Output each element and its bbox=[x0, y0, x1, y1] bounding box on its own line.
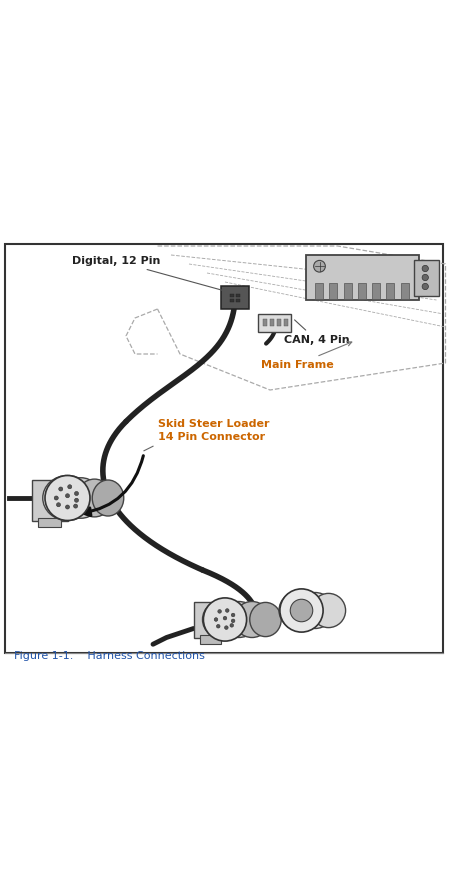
Text: CAN, 4 Pin: CAN, 4 Pin bbox=[284, 320, 349, 345]
FancyBboxPatch shape bbox=[414, 259, 439, 296]
FancyBboxPatch shape bbox=[194, 601, 225, 638]
Circle shape bbox=[223, 616, 227, 620]
Ellipse shape bbox=[202, 599, 248, 639]
Bar bbox=[284, 320, 288, 326]
Circle shape bbox=[280, 589, 323, 632]
FancyArrowPatch shape bbox=[83, 456, 144, 516]
Ellipse shape bbox=[92, 480, 124, 516]
Circle shape bbox=[290, 599, 313, 622]
Bar bbox=[277, 320, 281, 326]
Bar bbox=[270, 320, 274, 326]
Bar bbox=[230, 294, 234, 297]
Bar bbox=[329, 283, 338, 299]
Circle shape bbox=[422, 274, 428, 281]
Circle shape bbox=[214, 618, 218, 622]
FancyBboxPatch shape bbox=[221, 286, 249, 309]
Circle shape bbox=[68, 485, 72, 488]
FancyBboxPatch shape bbox=[32, 480, 68, 520]
Ellipse shape bbox=[250, 602, 281, 637]
Bar bbox=[372, 283, 380, 299]
Circle shape bbox=[45, 475, 90, 520]
FancyBboxPatch shape bbox=[258, 314, 291, 331]
Bar bbox=[236, 299, 240, 302]
Ellipse shape bbox=[311, 593, 346, 628]
FancyBboxPatch shape bbox=[200, 635, 220, 645]
Bar bbox=[343, 283, 351, 299]
Bar bbox=[315, 283, 323, 299]
Circle shape bbox=[66, 494, 70, 498]
Circle shape bbox=[422, 283, 428, 289]
Ellipse shape bbox=[76, 480, 112, 517]
Text: Skid Steer Loader
14 Pin Connector: Skid Steer Loader 14 Pin Connector bbox=[158, 419, 269, 442]
Circle shape bbox=[230, 623, 234, 627]
Circle shape bbox=[58, 487, 63, 491]
Circle shape bbox=[74, 504, 78, 508]
Ellipse shape bbox=[234, 601, 270, 638]
Circle shape bbox=[225, 626, 228, 630]
Circle shape bbox=[225, 608, 229, 613]
Text: Main Frame: Main Frame bbox=[261, 342, 352, 369]
FancyBboxPatch shape bbox=[38, 519, 61, 527]
Bar bbox=[358, 283, 366, 299]
Circle shape bbox=[74, 498, 79, 503]
Ellipse shape bbox=[218, 601, 259, 638]
Bar bbox=[263, 320, 267, 326]
Circle shape bbox=[57, 503, 60, 507]
Text: Figure 1-1.    Harness Connections: Figure 1-1. Harness Connections bbox=[14, 651, 204, 661]
Bar bbox=[236, 294, 240, 297]
Ellipse shape bbox=[279, 591, 324, 630]
Circle shape bbox=[54, 496, 58, 500]
Circle shape bbox=[218, 609, 221, 614]
Circle shape bbox=[74, 491, 79, 496]
Circle shape bbox=[231, 614, 235, 617]
Bar bbox=[400, 283, 409, 299]
Circle shape bbox=[66, 505, 70, 509]
Circle shape bbox=[231, 619, 235, 622]
Ellipse shape bbox=[61, 478, 101, 519]
Circle shape bbox=[216, 624, 220, 628]
Bar bbox=[386, 283, 394, 299]
Circle shape bbox=[203, 598, 247, 641]
Circle shape bbox=[314, 260, 325, 272]
Bar bbox=[230, 299, 234, 302]
Ellipse shape bbox=[43, 475, 92, 520]
FancyBboxPatch shape bbox=[306, 255, 418, 300]
Text: Digital, 12 Pin: Digital, 12 Pin bbox=[72, 256, 222, 290]
Ellipse shape bbox=[296, 592, 334, 629]
Circle shape bbox=[422, 266, 428, 272]
